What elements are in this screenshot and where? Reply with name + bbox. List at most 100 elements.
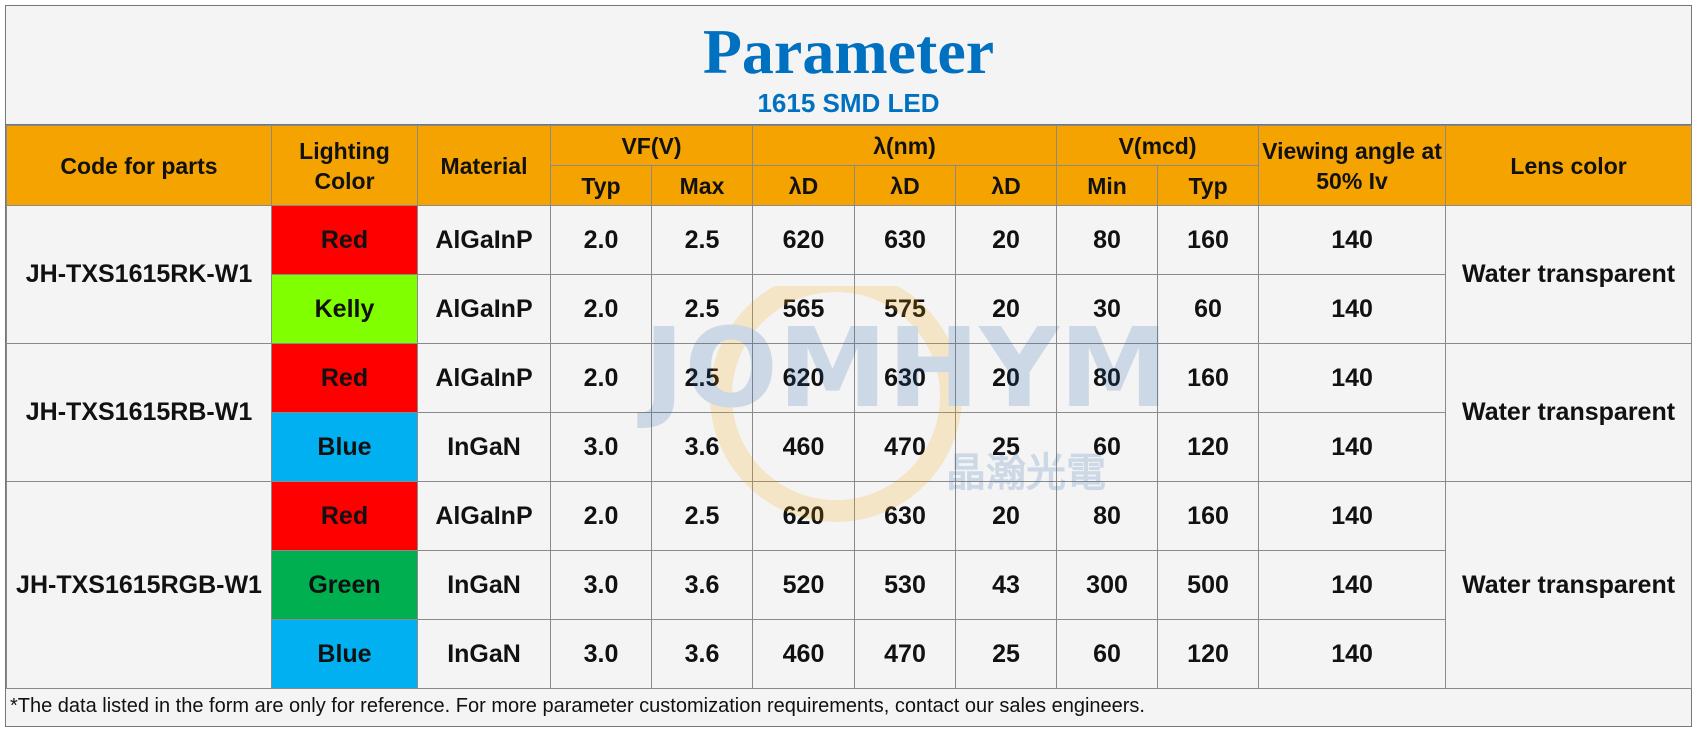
data-cell: 620 [752, 481, 855, 551]
data-cell: 140 [1258, 343, 1447, 413]
lens-color: Water transparent [1445, 343, 1693, 482]
data-cell: 470 [854, 412, 956, 482]
data-cell: 460 [752, 619, 855, 689]
subcolumn-header: λD [752, 165, 855, 206]
subcolumn-header: Max [651, 165, 753, 206]
data-cell: 2.0 [550, 343, 652, 413]
data-cell: 120 [1157, 619, 1260, 689]
data-cell: 620 [752, 205, 855, 275]
data-cell: 3.6 [651, 412, 753, 482]
data-cell: 3.0 [550, 550, 652, 620]
lens-color: Water transparent [1445, 481, 1693, 689]
data-cell: 25 [954, 619, 1058, 689]
data-cell: 3.0 [550, 619, 652, 689]
data-cell: 620 [752, 343, 855, 413]
data-row: Green InGaN 3.0 3.6 520 530 43 300 500 140 [7, 550, 1692, 620]
data-cell: 2.5 [651, 205, 753, 275]
lighting-color: Kelly [271, 274, 418, 344]
column-header: V(mcd) [1056, 125, 1260, 166]
data-cell: 3.0 [550, 412, 652, 482]
subcolumn-header: Typ [1157, 165, 1260, 206]
data-cell: 520 [752, 550, 855, 620]
data-cell: 160 [1157, 205, 1260, 275]
data-cell: AlGaInP [417, 481, 551, 551]
data-cell: 3.6 [651, 550, 753, 620]
data-cell: AlGaInP [417, 274, 551, 344]
data-cell: InGaN [417, 412, 551, 482]
data-cell: 630 [854, 481, 956, 551]
column-header: Viewing angle at 50% Iv [1258, 125, 1447, 206]
column-header: Lighting Color [271, 125, 418, 206]
part-code: JH-TXS1615RGB-W1 [6, 481, 272, 689]
data-cell: 2.0 [550, 481, 652, 551]
data-cell: 20 [954, 481, 1058, 551]
data-cell: 565 [752, 274, 855, 344]
data-cell: 60 [1157, 274, 1260, 344]
title: Parameter [702, 16, 995, 87]
data-cell: 630 [854, 205, 956, 275]
data-cell: 140 [1258, 481, 1447, 551]
part-code: JH-TXS1615RK-W1 [6, 205, 272, 344]
data-cell: 2.0 [550, 205, 652, 275]
data-cell: InGaN [417, 550, 551, 620]
subcolumn-header: λD [854, 165, 956, 206]
lighting-color: Blue [271, 619, 418, 689]
footnote: *The data listed in the form are only fo… [10, 695, 1145, 717]
data-cell: 140 [1258, 274, 1447, 344]
data-cell: 2.5 [651, 274, 753, 344]
data-cell: 60 [1056, 619, 1159, 689]
header-row: Typ Max λD λD λD Min Typ [7, 165, 1692, 206]
data-cell: 2.0 [550, 274, 652, 344]
data-cell: 140 [1258, 619, 1447, 689]
data-cell: 140 [1258, 205, 1447, 275]
parameter-sheet: Parameter 1615 SMD LED Code for parts Lig… [5, 5, 1693, 727]
data-cell: 25 [954, 412, 1058, 482]
header-row: Code for parts Lighting Color Material VF(V… [6, 125, 1693, 206]
data-cell: 3.6 [651, 619, 753, 689]
data-cell: 460 [752, 412, 855, 482]
data-cell: 160 [1157, 343, 1260, 413]
data-row: JH-TXS1615RK-W1 Red AlGaInP 2.0 2.5 620 630 20 8… [6, 205, 1693, 344]
lighting-color: Blue [271, 412, 418, 482]
column-header: Code for parts [6, 125, 272, 206]
lens-color: Water transparent [1445, 205, 1693, 344]
data-cell: 2.5 [651, 481, 753, 551]
data-cell: 2.5 [651, 343, 753, 413]
data-cell: 160 [1157, 481, 1260, 551]
data-cell: InGaN [417, 619, 551, 689]
table-body: Code for parts Lighting Color Material VF(V… [6, 125, 1693, 689]
data-cell: 80 [1056, 205, 1159, 275]
lighting-color: Red [271, 343, 418, 413]
data-row: Kelly AlGaInP 2.0 2.5 565 575 20 30 60 140 [7, 274, 1692, 344]
title-area: Parameter 1615 SMD LED [6, 6, 1691, 125]
data-cell: 630 [854, 343, 956, 413]
data-row: Blue InGaN 3.0 3.6 460 470 25 60 120 140 [7, 412, 1692, 482]
column-header: VF(V) [550, 125, 753, 166]
lighting-color: Red [271, 481, 418, 551]
lighting-color: Red [271, 205, 418, 275]
data-cell: AlGaInP [417, 205, 551, 275]
data-cell: 43 [954, 550, 1058, 620]
column-header: Lens color [1445, 125, 1693, 206]
data-cell: 530 [854, 550, 956, 620]
data-cell: 300 [1056, 550, 1159, 620]
data-cell: 20 [954, 274, 1058, 344]
column-header: λ(nm) [751, 125, 1058, 166]
column-header: Material [417, 125, 551, 206]
data-cell: 140 [1258, 412, 1447, 482]
parameter-table: Code for parts Lighting Color Material VF(V… [6, 125, 1693, 689]
data-cell: 470 [854, 619, 956, 689]
data-cell: 500 [1157, 550, 1260, 620]
data-row: JH-TXS1615RB-W1 Red AlGaInP 2.0 2.5 620 630 20 8… [6, 343, 1693, 482]
subcolumn-header: Typ [550, 165, 652, 206]
subcolumn-header: Min [1056, 165, 1159, 206]
data-row: JH-TXS1615RGB-W1 Red AlGaInP 2.0 2.5 620 630 20… [6, 481, 1693, 689]
data-cell: 120 [1157, 412, 1260, 482]
data-cell: 30 [1056, 274, 1159, 344]
part-code: JH-TXS1615RB-W1 [6, 343, 272, 482]
data-row: Blue InGaN 3.0 3.6 460 470 25 60 120 140 [7, 619, 1692, 689]
data-cell: 60 [1056, 412, 1159, 482]
subcolumn-header: λD [954, 165, 1058, 206]
data-cell: 80 [1056, 343, 1159, 413]
